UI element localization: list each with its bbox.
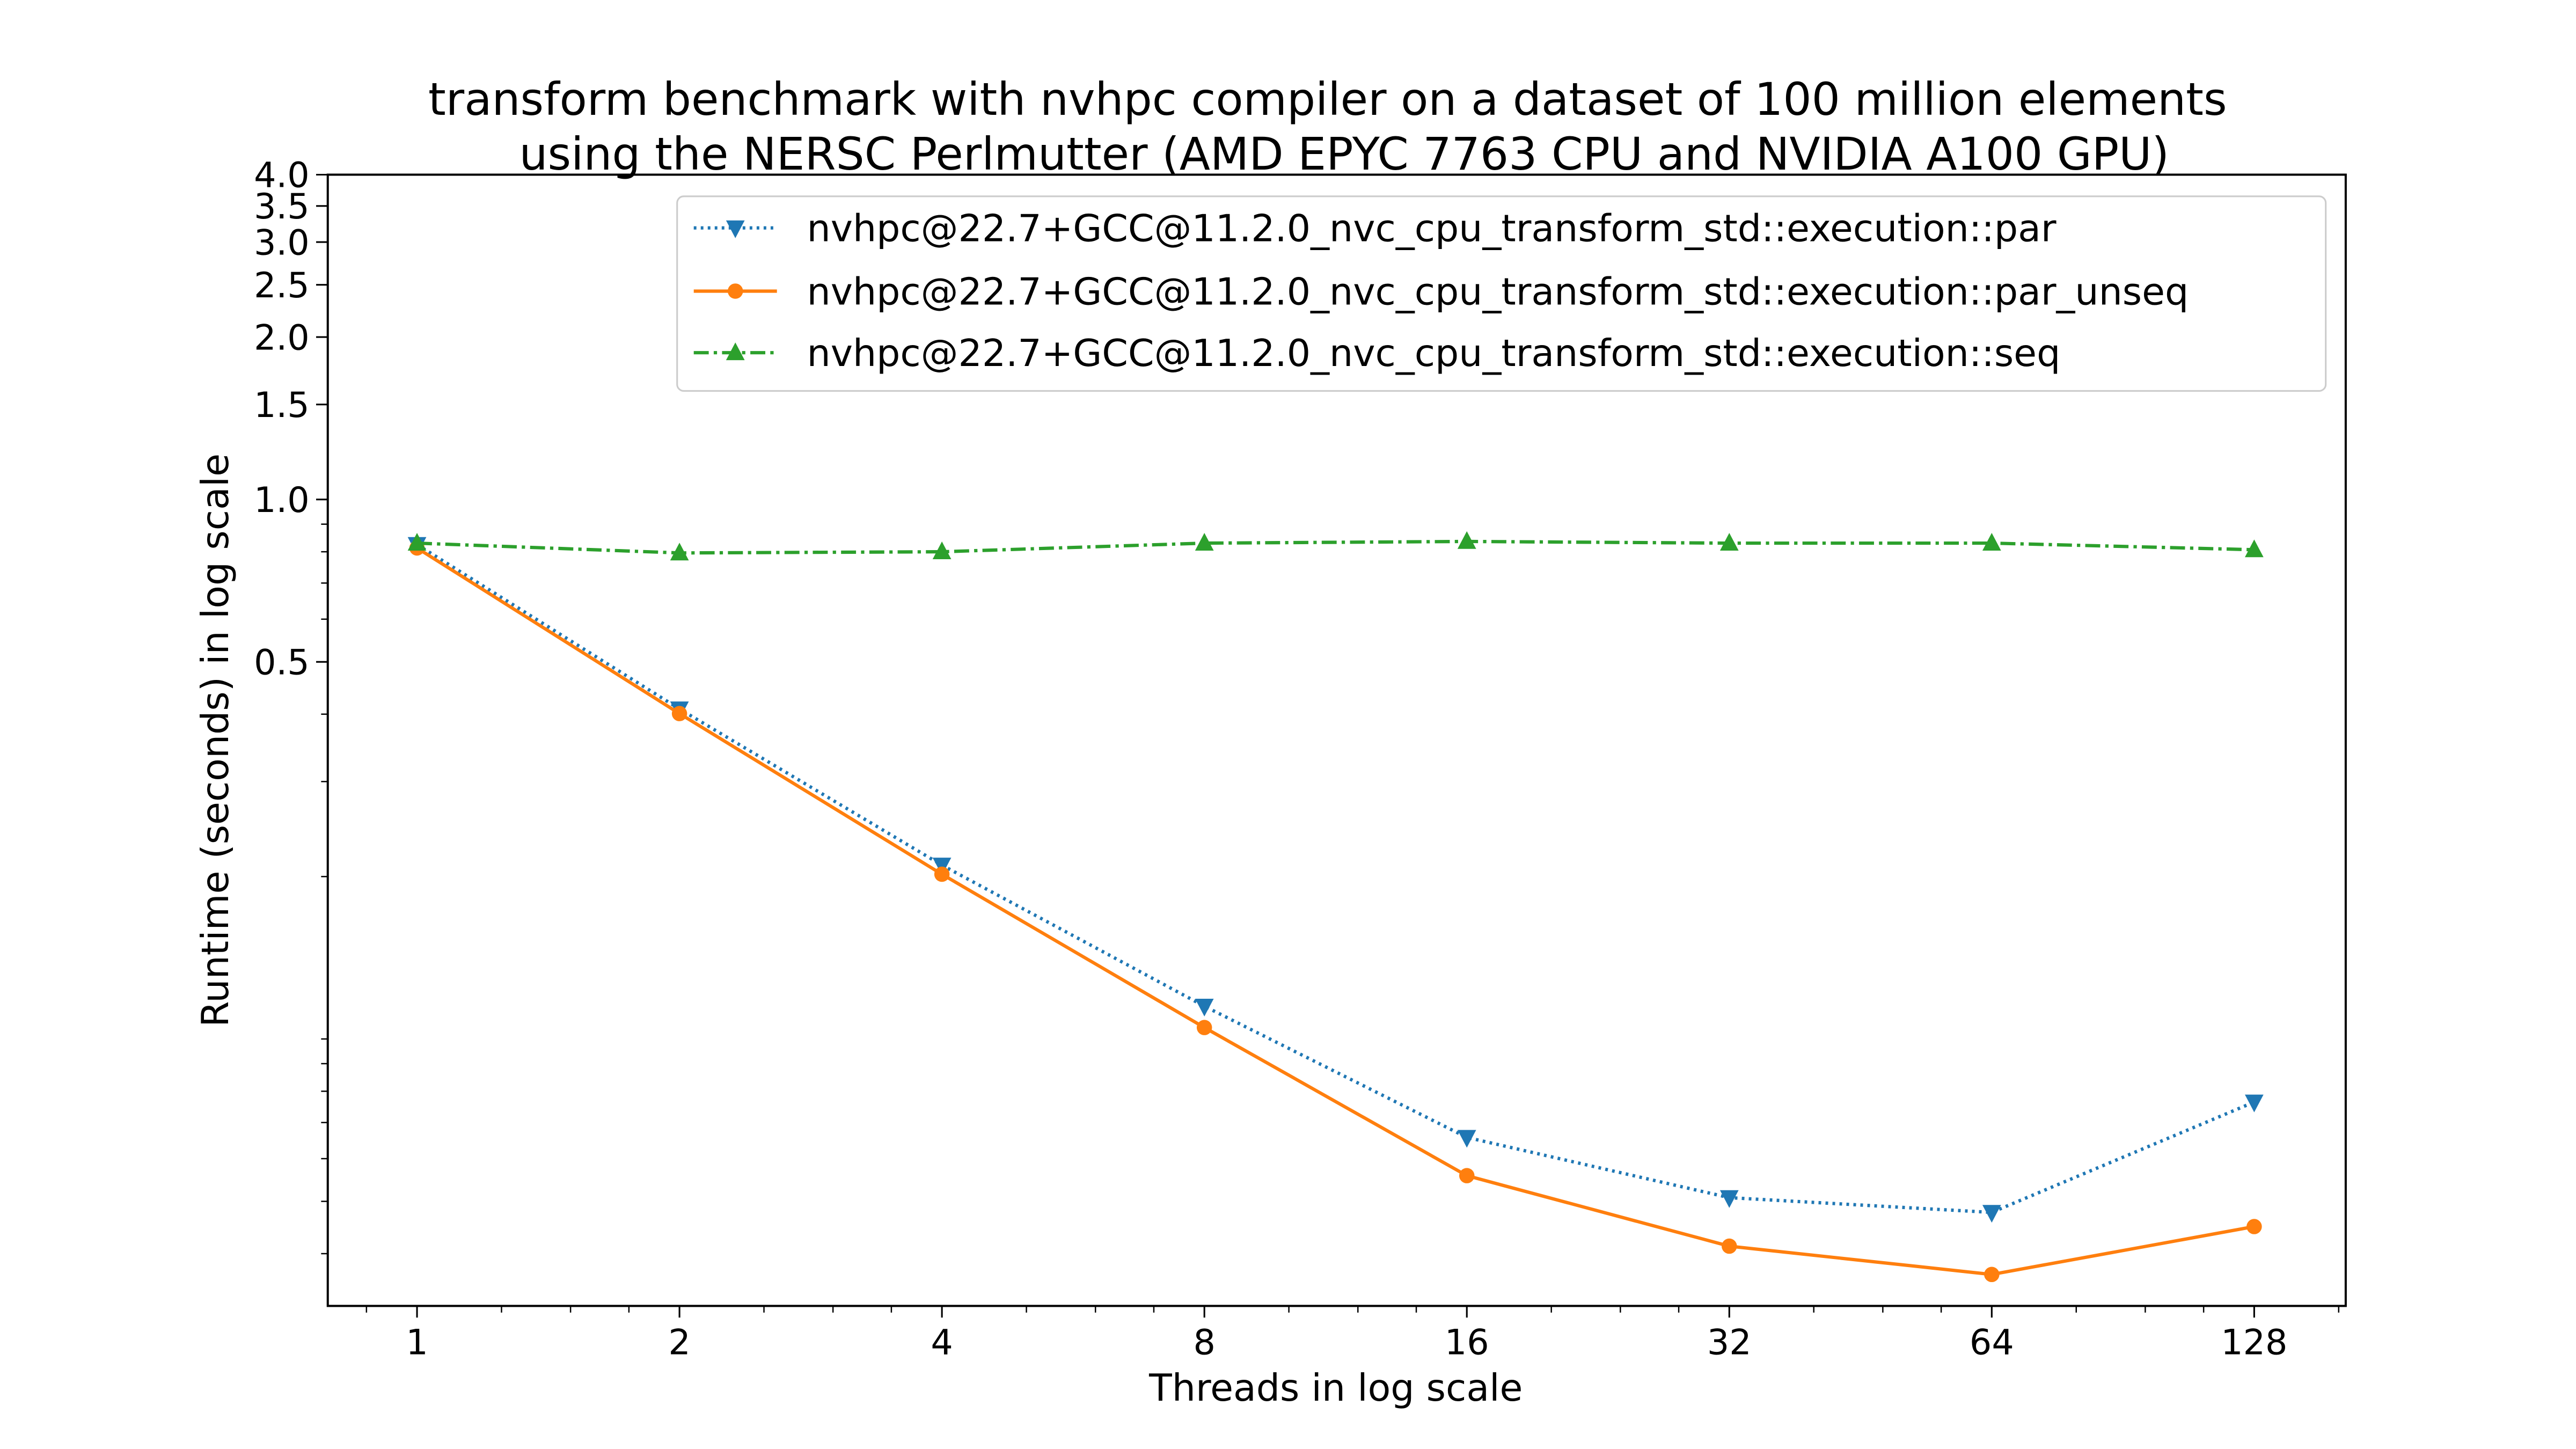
axis-ticks: 1 2 4 8 16 32 64 128 0.5 1.0 1.5 2.0 2.53.03.54.0 — [254, 156, 2340, 1363]
data-point-marker — [1982, 1205, 2001, 1223]
legend-marker — [727, 283, 743, 299]
data-point-marker — [670, 543, 689, 561]
data-point-marker — [2245, 1094, 2264, 1113]
data-point-marker — [1982, 532, 2001, 551]
x-axis-label: Threads in log scale — [1148, 1366, 1523, 1410]
data-point-marker — [932, 858, 952, 876]
legend-entry-2: nvhpc@22.7+GCC@11.2.0_nvc_cpu_transform_… — [693, 270, 2189, 313]
series-group — [407, 531, 2264, 1283]
x-tick-label: 16 — [1445, 1322, 1489, 1363]
data-point-marker — [671, 706, 687, 721]
y-tick-label: 4.0 — [254, 156, 310, 196]
data-point-marker — [1719, 1190, 1739, 1208]
data-point-marker — [1195, 532, 1214, 551]
legend-marker — [726, 342, 745, 361]
x-tick-label: 8 — [1193, 1322, 1215, 1363]
series-2 — [409, 540, 2262, 1283]
data-point-marker — [1722, 1238, 1737, 1254]
chart-title-line-2: using the NERSC Perlmutter (AMD EPYC 776… — [519, 128, 2169, 180]
data-point-marker — [1195, 999, 1214, 1017]
series-line — [416, 543, 2255, 1214]
y-tick-label: 1.0 — [254, 480, 310, 521]
data-point-marker — [1459, 1168, 1475, 1183]
x-tick-label: 128 — [2221, 1322, 2287, 1363]
data-point-marker — [2245, 539, 2264, 558]
data-point-marker — [1196, 1020, 1212, 1035]
legend-label: nvhpc@22.7+GCC@11.2.0_nvc_cpu_transform_… — [807, 332, 2061, 375]
legend-box — [676, 195, 2327, 392]
plot-frame — [326, 173, 2347, 1307]
series-1 — [407, 537, 2264, 1223]
series-line — [416, 539, 2255, 555]
series-line — [416, 546, 2255, 1276]
y-tick-label: 2.5 — [254, 266, 310, 306]
data-point-marker — [1457, 531, 1476, 549]
data-point-marker — [2246, 1219, 2262, 1234]
data-point-marker — [934, 866, 950, 882]
legend-entry-3: nvhpc@22.7+GCC@11.2.0_nvc_cpu_transform_… — [693, 332, 2061, 375]
chart-title-line-1: transform benchmark with nvhpc compiler … — [428, 73, 2227, 126]
legend-label: nvhpc@22.7+GCC@11.2.0_nvc_cpu_transform_… — [807, 270, 2189, 313]
data-point-marker — [1719, 532, 1739, 551]
x-tick-label: 32 — [1707, 1322, 1752, 1363]
data-point-marker — [932, 541, 952, 560]
data-point-marker — [1984, 1267, 2000, 1283]
legend-entry-1: nvhpc@22.7+GCC@11.2.0_nvc_cpu_transform_… — [693, 207, 2057, 250]
y-tick-label: 0.5 — [254, 643, 310, 683]
x-tick-label: 64 — [1970, 1322, 2014, 1363]
x-tick-label: 1 — [406, 1322, 428, 1363]
legend-label: nvhpc@22.7+GCC@11.2.0_nvc_cpu_transform_… — [807, 207, 2057, 250]
y-tick-label: 3.5 — [254, 187, 310, 227]
y-axis-label: Runtime (seconds) in log scale — [194, 453, 237, 1027]
data-point-marker — [1457, 1130, 1476, 1148]
legend-marker — [726, 220, 745, 238]
y-tick-label: 1.5 — [254, 385, 310, 426]
legend: nvhpc@22.7+GCC@11.2.0_nvc_cpu_transform_… — [676, 195, 2327, 392]
x-tick-label: 2 — [668, 1322, 690, 1363]
y-tick-label: 2.0 — [254, 318, 310, 358]
data-point-marker — [407, 532, 427, 551]
y-tick-label: 3.0 — [254, 223, 310, 263]
series-3 — [407, 531, 2264, 561]
x-tick-label: 4 — [931, 1322, 953, 1363]
